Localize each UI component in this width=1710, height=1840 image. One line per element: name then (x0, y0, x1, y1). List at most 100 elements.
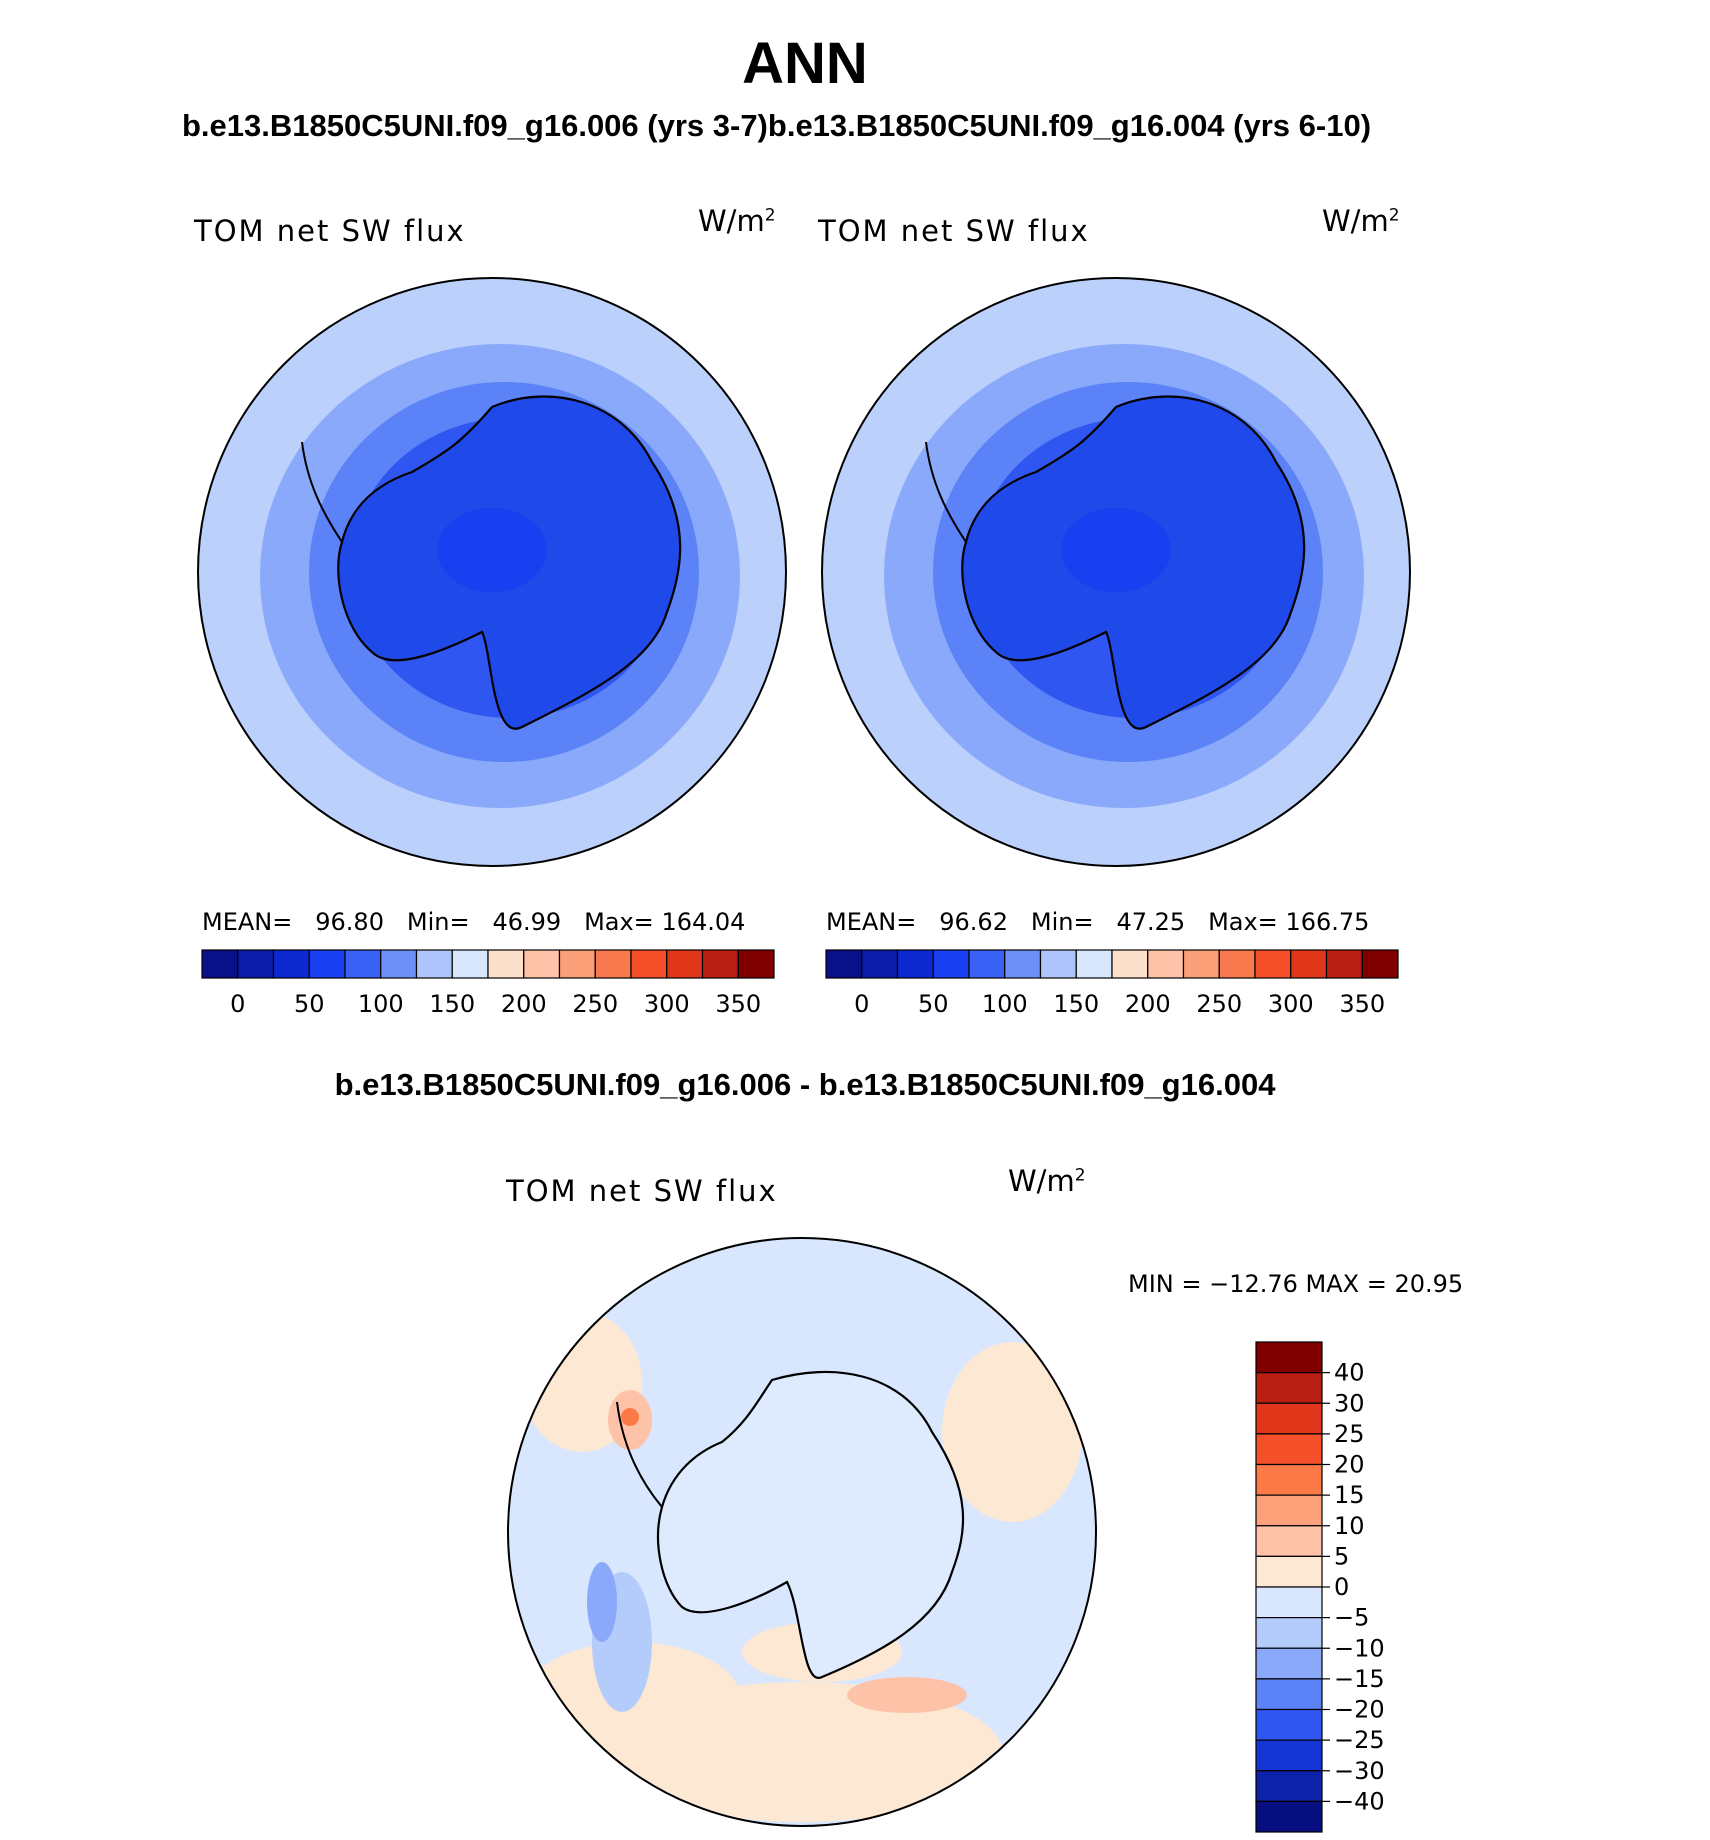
colorbar-swatch (1255, 1525, 1323, 1557)
diff-units: W/m2 (1008, 1164, 1086, 1198)
colorbar-tick-label: −30 (1334, 1757, 1385, 1785)
colorbar-tick-label: 100 (358, 990, 404, 1018)
colorbar-swatch (1255, 1586, 1323, 1619)
colorbar-swatch (1255, 1647, 1323, 1680)
colorbar-swatch (1255, 1341, 1323, 1374)
colorbar-swatch (451, 949, 489, 979)
figure-subtitle: b.e13.B1850C5UNI.f09_g16.006 (yrs 3-7)b.… (182, 108, 1371, 144)
colorbar-tick-label: −20 (1334, 1696, 1385, 1724)
right-stats: MEAN= 96.62 Min= 47.25 Max= 166.75 (826, 908, 1369, 936)
colorbar-swatch (1255, 1770, 1323, 1802)
colorbar-tick-label: 250 (572, 990, 618, 1018)
left-polar-map (197, 277, 787, 867)
colorbar-swatch (1254, 949, 1292, 979)
colorbar-swatch (737, 949, 775, 979)
left-max-label: Max= (584, 908, 654, 936)
colorbar-swatch (1255, 1800, 1323, 1833)
colorbar-tick-label: 5 (1334, 1542, 1349, 1570)
colorbar-tick-label: 25 (1334, 1420, 1365, 1448)
diff-patch-max (621, 1408, 639, 1426)
colorbar-tick-label: 10 (1334, 1512, 1365, 1540)
colorbar-swatch (1255, 1402, 1323, 1435)
colorbar-swatch (861, 949, 899, 979)
colorbar-swatch (1255, 1708, 1323, 1741)
right-mean-label: MEAN= (826, 908, 917, 936)
colorbar-swatch (1004, 949, 1042, 979)
colorbar-tick-label: 50 (918, 990, 949, 1018)
colorbar-tick-label: 350 (1339, 990, 1385, 1018)
right-min-label: Min= (1030, 908, 1094, 936)
colorbar-swatch (487, 949, 525, 979)
colorbar-swatch (630, 949, 668, 979)
colorbar-swatch (932, 949, 970, 979)
colorbar-swatch (201, 949, 239, 979)
left-stats: MEAN= 96.80 Min= 46.99 Max= 164.04 (202, 908, 745, 936)
colorbar-swatch (1325, 949, 1363, 979)
colorbar-tick-label: 300 (644, 990, 690, 1018)
subtitle-left: b.e13.B1850C5UNI.f09_g16.006 (yrs 3-7) (182, 108, 768, 143)
right-max-value: 166.75 (1285, 908, 1370, 936)
diff-patch-pos (602, 1682, 1002, 1822)
colorbar-swatch (1255, 1372, 1323, 1404)
right-mean-value: 96.62 (939, 908, 1008, 936)
map-interior-min (1061, 508, 1171, 592)
colorbar-swatch (558, 949, 596, 979)
right-colorbar: 0 50 100 150 200 250 300 350 (825, 949, 1399, 1018)
colorbar-swatch (1255, 1433, 1323, 1466)
colorbar-tick-label: −5 (1334, 1604, 1369, 1632)
left-max-value: 164.04 (661, 908, 746, 936)
colorbar-swatch (415, 949, 453, 979)
antarctica-coastline (337, 395, 682, 730)
right-min-value: 47.25 (1116, 908, 1186, 936)
right-max-label: Max= (1208, 908, 1278, 936)
colorbar-swatch (666, 949, 704, 979)
right-units: W/m2 (1322, 204, 1400, 238)
colorbar-tick-label: 250 (1196, 990, 1242, 1018)
colorbar-swatch (237, 949, 275, 979)
colorbar-tick-label: 350 (715, 990, 761, 1018)
colorbar-tick-label: 150 (1053, 990, 1099, 1018)
diff-title: b.e13.B1850C5UNI.f09_g16.006 - b.e13.B18… (334, 1067, 1276, 1102)
colorbar-tick-label: 50 (294, 990, 325, 1018)
colorbar-tick-label: 0 (1334, 1573, 1349, 1601)
colorbar-swatch (380, 949, 418, 979)
colorbar-swatch (1255, 1463, 1323, 1496)
colorbar-swatch (1290, 949, 1328, 979)
colorbar-swatch (1039, 949, 1077, 979)
left-min-label: Min= (406, 908, 470, 936)
map-interior-min (437, 508, 547, 592)
colorbar-tick-label: −15 (1334, 1665, 1385, 1693)
colorbar-tick-label: 100 (982, 990, 1028, 1018)
colorbar-swatch (523, 949, 561, 979)
colorbar-tick-label: 0 (230, 990, 245, 1018)
colorbar-swatch (308, 949, 346, 979)
left-mean-value: 96.80 (315, 908, 384, 936)
colorbar-swatch (1218, 949, 1256, 979)
left-colorbar: 0 50 100 150 200 250 300 350 (201, 949, 775, 1018)
colorbar-swatch (1255, 1555, 1323, 1588)
colorbar-swatch (1111, 949, 1149, 979)
colorbar-tick-label: 150 (429, 990, 475, 1018)
map-border (197, 277, 787, 867)
colorbar-tick-label: −40 (1334, 1787, 1385, 1815)
colorbar-swatch (272, 949, 310, 979)
colorbar-swatch (1147, 949, 1185, 979)
antarctica-fill (658, 1371, 964, 1678)
diff-minmax: MIN = −12.76 MAX = 20.95 (1128, 1270, 1464, 1298)
figure-title: ANN (742, 31, 868, 96)
left-panel-label: TOM net SW flux (194, 214, 466, 248)
colorbar-swatch (825, 949, 863, 979)
colorbar-tick-label: 40 (1334, 1359, 1365, 1387)
left-units: W/m2 (698, 204, 776, 238)
map-border (507, 1237, 1097, 1827)
subtitle-right: b.e13.B1850C5UNI.f09_g16.004 (yrs 6-10) (767, 108, 1372, 143)
peninsula-coastline (301, 441, 343, 543)
peninsula-coastline (616, 1401, 663, 1508)
colorbar-tick-label: 0 (854, 990, 869, 1018)
colorbar-swatch (896, 949, 934, 979)
colorbar-swatch (1255, 1678, 1323, 1711)
colorbar-swatch (1361, 949, 1399, 979)
antarctica-coastline (656, 1370, 965, 1679)
diff-panel-label: TOM net SW flux (506, 1174, 778, 1208)
